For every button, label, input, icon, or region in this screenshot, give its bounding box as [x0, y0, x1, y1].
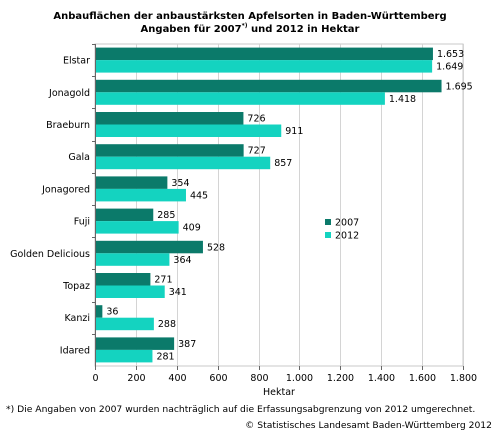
- legend-swatch: [325, 219, 331, 225]
- legend-label: 2007: [335, 218, 359, 229]
- copyright: © Statistisches Landesamt Baden-Württemb…: [245, 420, 492, 431]
- x-tick-label: 200: [127, 373, 145, 384]
- x-axis-label: Hektar: [263, 387, 295, 398]
- bar: [96, 176, 168, 189]
- data-label: 281: [156, 351, 174, 362]
- chart-title-line2: Angaben für 2007*) und 2012 in Hektar: [0, 23, 500, 36]
- data-label: 528: [207, 242, 225, 253]
- category-label: Golden Delicious: [10, 249, 90, 260]
- bar: [96, 92, 385, 105]
- data-label: 1.653: [437, 49, 464, 60]
- data-label: 1.649: [436, 62, 463, 73]
- chart-title: Anbauflächen der anbaustärksten Apfelsor…: [0, 10, 500, 36]
- bar: [96, 47, 433, 61]
- bar: [96, 79, 442, 93]
- bar: [96, 60, 433, 73]
- legend-label: 2012: [335, 231, 359, 242]
- category-label: Jonagold: [48, 88, 90, 99]
- bar: [96, 337, 175, 350]
- x-tick-label: 0: [92, 373, 98, 384]
- legend-swatch: [325, 232, 331, 238]
- data-label: 1.695: [446, 81, 473, 92]
- data-label: 726: [247, 114, 265, 125]
- x-tick-label: 1.800: [450, 373, 477, 384]
- bar: [96, 124, 282, 137]
- data-label: 288: [158, 319, 176, 330]
- bar: [96, 144, 244, 157]
- chart-axes: 0 200 400 600 800 1.000 1.200 1.400 1.600 1.800 He…: [10, 44, 477, 398]
- data-label: 285: [157, 210, 175, 221]
- bar: [96, 112, 244, 125]
- data-label: 341: [169, 287, 187, 298]
- bar: [96, 273, 151, 286]
- chart-title-line1: Anbauflächen der anbaustärksten Apfelsor…: [53, 11, 447, 22]
- x-tick-label: 1.200: [327, 373, 354, 384]
- data-label: 911: [285, 126, 303, 137]
- x-tick-label: 600: [209, 373, 227, 384]
- data-label: 727: [248, 146, 266, 157]
- category-label: Braeburn: [46, 120, 90, 131]
- category-label: Elstar: [63, 56, 90, 67]
- bar: [96, 208, 154, 222]
- chart-title-footnote-mark: *): [241, 22, 248, 30]
- bar: [96, 240, 203, 254]
- footnote: *) Die Angaben von 2007 wurden nachträgl…: [6, 404, 476, 415]
- data-label: 857: [274, 158, 292, 169]
- data-label: 354: [171, 178, 189, 189]
- bar: [96, 305, 103, 318]
- data-label: 409: [183, 223, 201, 234]
- bar: [96, 221, 179, 234]
- data-label: 364: [173, 255, 191, 266]
- bar: [96, 349, 153, 363]
- bar: [96, 253, 170, 266]
- x-tick-label: 400: [168, 373, 186, 384]
- bar: [96, 285, 165, 298]
- data-label: 387: [178, 339, 196, 350]
- bar: [96, 188, 186, 202]
- category-label: Jonagored: [41, 184, 90, 195]
- x-tick-label: 800: [250, 373, 268, 384]
- category-label: Gala: [68, 152, 90, 163]
- category-label: Kanzi: [64, 313, 90, 324]
- bar: [96, 317, 154, 331]
- data-label: 271: [154, 275, 172, 286]
- chart-title-line2-pre: Angaben für 2007: [140, 24, 242, 35]
- x-tick-label: 1.000: [286, 373, 313, 384]
- data-label: 36: [106, 307, 118, 318]
- data-label: 1.418: [389, 94, 416, 105]
- data-label: 445: [190, 190, 208, 201]
- chart-legend: 2007 2012: [325, 218, 359, 242]
- x-tick-label: 1.600: [409, 373, 436, 384]
- category-label: Fuji: [74, 217, 90, 228]
- category-label: Topaz: [62, 281, 90, 292]
- chart-title-line2-post: und 2012 in Hektar: [247, 24, 360, 35]
- x-tick-label: 1.400: [368, 373, 395, 384]
- category-label: Idared: [60, 345, 90, 356]
- bar: [96, 156, 271, 170]
